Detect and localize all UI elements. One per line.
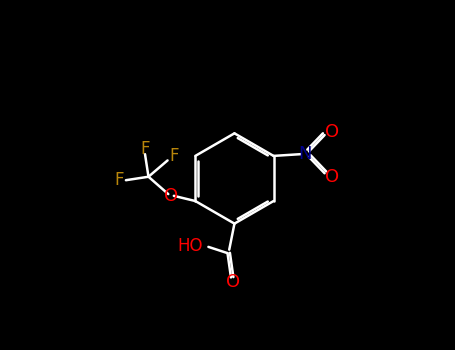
Text: O: O (226, 273, 240, 291)
Text: HO: HO (178, 237, 203, 255)
Text: O: O (164, 187, 178, 205)
Text: O: O (325, 122, 339, 141)
Text: F: F (169, 147, 178, 165)
Text: N: N (298, 145, 312, 163)
Text: F: F (140, 140, 150, 158)
Text: O: O (325, 168, 339, 186)
Text: F: F (114, 171, 124, 189)
